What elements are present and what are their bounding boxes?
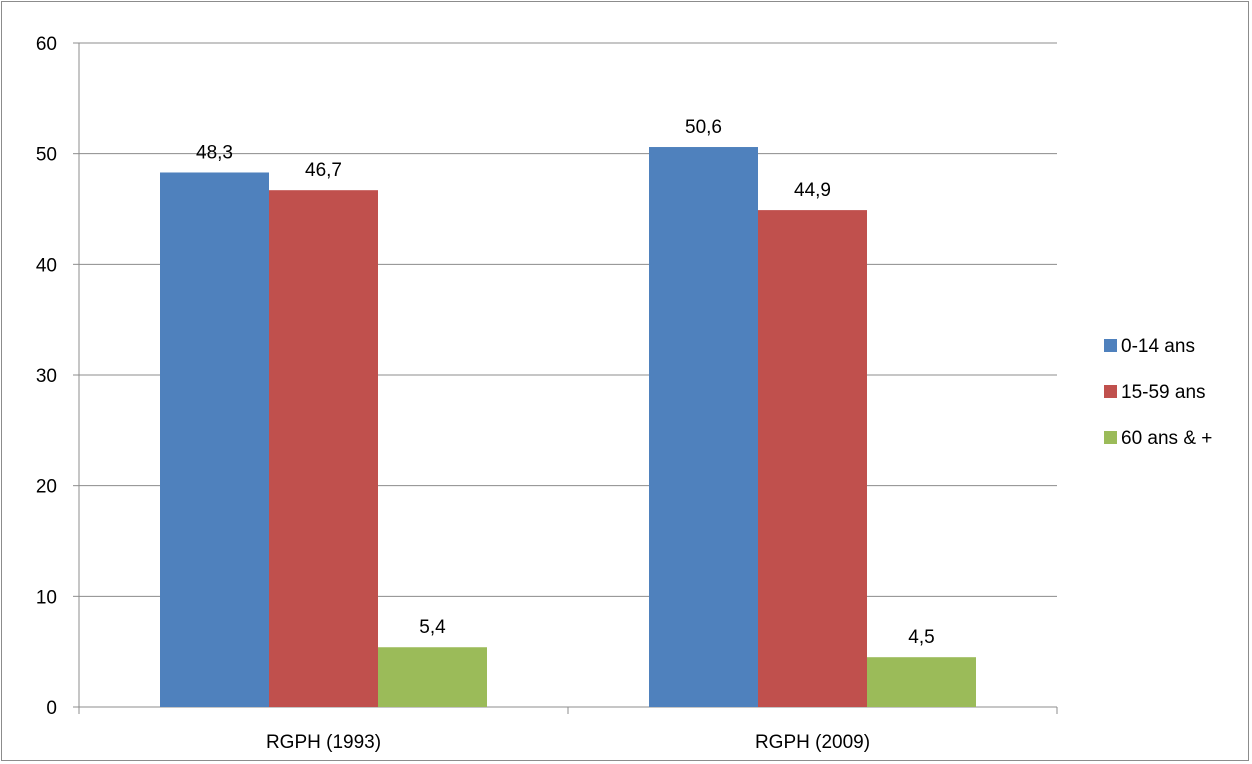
y-tick-label: 60	[36, 34, 57, 55]
legend-swatch	[1104, 431, 1117, 444]
bar-1-2	[649, 147, 758, 707]
y-tick-label: 40	[36, 255, 57, 276]
bar-3-2	[867, 657, 976, 707]
data-label: 50,6	[685, 117, 722, 138]
y-tick-label: 0	[46, 698, 57, 719]
bar-1-1	[160, 172, 269, 708]
bar-2-2	[758, 210, 867, 707]
legend-swatch	[1104, 385, 1117, 398]
y-tick-label: 50	[36, 145, 57, 166]
legend-swatch	[1104, 339, 1117, 352]
data-label: 4,5	[908, 627, 934, 648]
data-label: 46,7	[305, 160, 342, 181]
y-tick-label: 20	[36, 477, 57, 498]
y-tick-label: 10	[36, 587, 57, 608]
x-tick-label: RGPH (1993)	[266, 732, 381, 753]
legend-label: 60 ans & +	[1121, 428, 1212, 449]
legend-label: 15-59 ans	[1121, 382, 1206, 403]
y-tick-label: 30	[36, 366, 57, 387]
data-label: 48,3	[196, 142, 233, 163]
bar-3-1	[378, 647, 487, 707]
x-tick-label: RGPH (2009)	[755, 732, 870, 753]
data-label: 5,4	[419, 617, 446, 638]
data-label: 44,9	[794, 180, 831, 201]
bar-2-1	[269, 190, 378, 708]
legend-label: 0-14 ans	[1121, 336, 1195, 357]
